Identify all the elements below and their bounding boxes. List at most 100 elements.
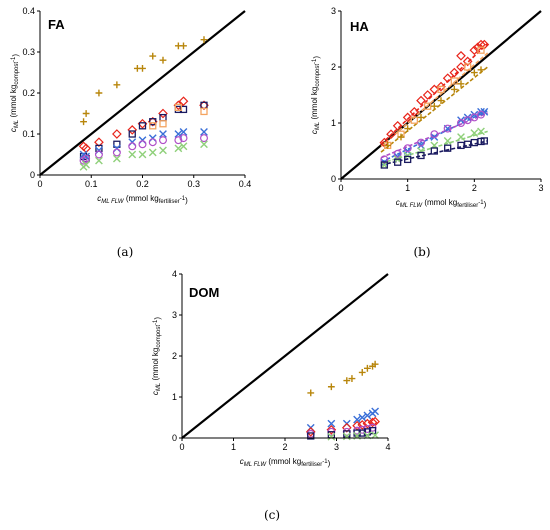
data-point	[82, 110, 90, 117]
panel-caption: (c)	[264, 508, 280, 522]
data-point	[82, 154, 91, 163]
data-point	[138, 150, 147, 159]
data-point	[470, 113, 479, 122]
data-point	[450, 77, 458, 85]
data-point	[138, 136, 147, 145]
data-point	[127, 125, 138, 135]
panel-label: DOM	[189, 285, 219, 300]
data-point	[417, 138, 426, 147]
x-tick-label: 2	[472, 183, 477, 193]
data-point	[386, 129, 396, 140]
data-point	[343, 377, 351, 384]
x-axis-label: cML FLW (mmol kgfertiliser-1)	[97, 194, 188, 205]
data-point	[477, 46, 485, 54]
data-point	[380, 155, 389, 164]
data-point	[112, 129, 122, 139]
data-point	[327, 419, 336, 428]
y-tick-label: 0	[331, 174, 336, 184]
data-point	[358, 413, 367, 422]
x-tick-label: 4	[385, 442, 390, 452]
panel-caption: (a)	[117, 245, 134, 259]
data-point	[95, 146, 103, 155]
data-point	[371, 407, 380, 416]
y-tick-label: 3	[331, 6, 336, 16]
data-point	[456, 62, 466, 72]
data-point	[404, 125, 412, 132]
data-point	[470, 69, 478, 76]
data-point	[417, 114, 425, 121]
x-tick-label: 0	[37, 179, 42, 189]
data-point	[430, 130, 439, 139]
data-point	[457, 118, 466, 127]
data-point	[179, 142, 188, 151]
data-point	[159, 56, 167, 64]
data-point	[95, 156, 103, 165]
data-point	[79, 156, 88, 165]
data-point	[443, 137, 452, 145]
y-tick-label: 0	[172, 433, 177, 443]
y-tick-label: 2	[172, 351, 177, 361]
y-tick-label: 2	[331, 62, 336, 72]
data-point	[368, 426, 377, 435]
data-point	[342, 432, 351, 441]
data-point	[149, 122, 157, 130]
y-axis-label: cML (mmol kgcompost-1)	[9, 54, 20, 133]
data-point	[404, 155, 412, 164]
y-tick-label: 0	[30, 170, 35, 180]
data-point	[326, 424, 337, 435]
data-point	[174, 144, 183, 153]
y-tick-label: 0.3	[22, 47, 35, 57]
series-5-circle	[79, 134, 209, 165]
data-point	[443, 124, 452, 133]
data-point	[112, 154, 121, 163]
data-point	[392, 120, 403, 131]
x-tick-label: 0.2	[136, 179, 149, 189]
data-point	[402, 112, 413, 123]
x-tick-label: 3	[538, 183, 543, 193]
data-point	[149, 118, 157, 126]
data-point	[403, 151, 412, 160]
x-tick-label: 2	[282, 442, 287, 452]
x-axis-label: cML FLW (mmol kgfertiliser-1)	[396, 198, 487, 209]
data-point	[341, 422, 352, 433]
data-point	[463, 113, 472, 122]
data-point	[128, 130, 136, 138]
data-point	[80, 118, 87, 126]
data-point	[480, 137, 488, 145]
data-point	[200, 36, 208, 44]
series-0-plus	[307, 360, 379, 397]
data-point	[463, 116, 472, 125]
series-1-diamond	[78, 96, 209, 154]
x-tick-label: 0	[338, 183, 343, 193]
data-point	[128, 150, 137, 159]
y-tick-label: 0.4	[22, 6, 35, 16]
x-tick-label: 1	[405, 183, 410, 193]
data-point	[113, 81, 121, 89]
data-point	[437, 85, 445, 94]
data-point	[410, 116, 418, 124]
data-point	[450, 86, 458, 93]
data-point	[159, 120, 167, 128]
data-point	[380, 161, 388, 169]
data-point	[178, 96, 189, 107]
data-point	[357, 420, 368, 430]
data-point	[94, 150, 103, 159]
data-point	[430, 102, 438, 110]
data-point	[149, 52, 157, 60]
data-point	[477, 110, 486, 119]
data-point	[417, 151, 425, 160]
data-point	[422, 90, 433, 100]
data-point	[179, 134, 188, 143]
data-point	[95, 89, 103, 97]
series-0-plus	[80, 36, 208, 126]
panel-a: 0 0.1 0.2 0.3 0.4 0 0.1 0.2 0.3 0.4 FA cML FLW (mmo…	[9, 6, 251, 259]
x-tick-label: 1	[231, 442, 236, 452]
data-point	[159, 146, 167, 155]
data-point	[470, 129, 479, 137]
data-point	[416, 95, 426, 106]
data-point	[139, 65, 146, 72]
one-to-one-line	[39, 10, 246, 176]
data-point	[94, 137, 104, 148]
data-point	[429, 84, 440, 95]
data-point	[464, 140, 472, 148]
